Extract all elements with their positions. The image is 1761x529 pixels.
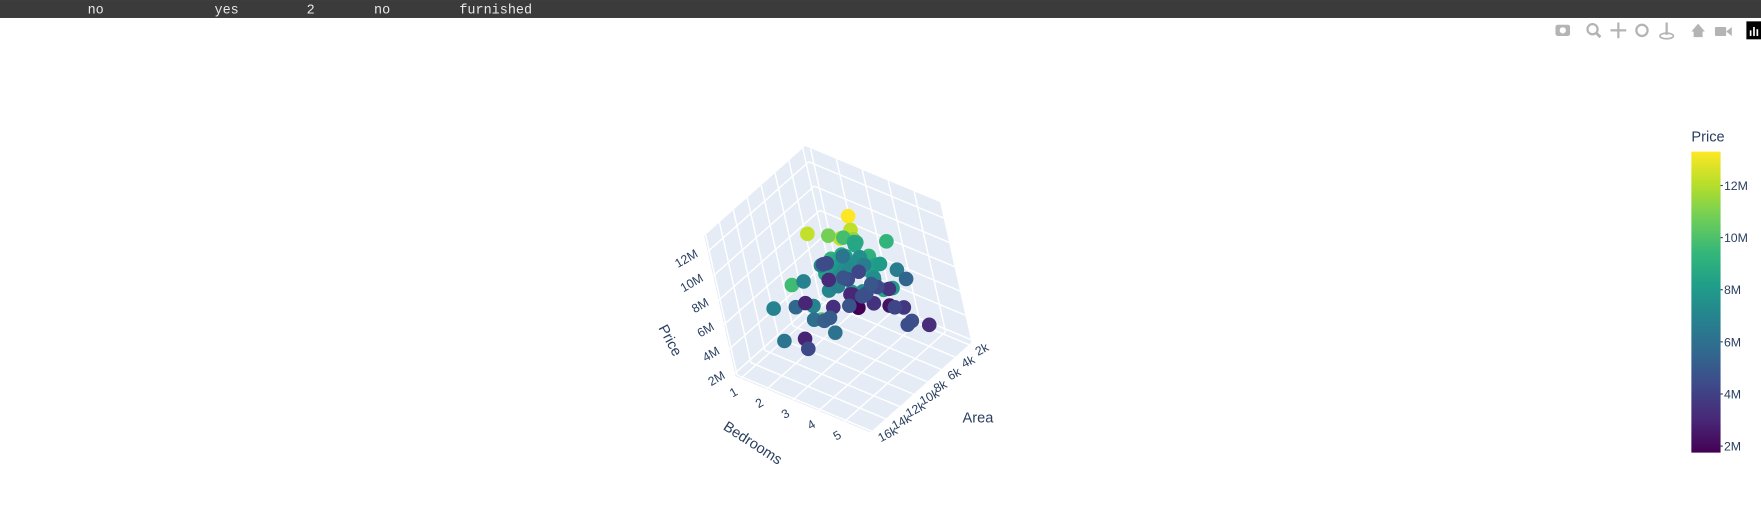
grid-line — [792, 309, 895, 401]
grid-line — [729, 258, 832, 350]
colorbar-tick-label: 8M — [1724, 283, 1741, 297]
data-point — [879, 234, 894, 249]
data-point — [835, 249, 851, 264]
y-tick-label: 4 — [805, 417, 818, 433]
grid-line — [766, 298, 869, 390]
data-point — [777, 333, 792, 349]
data-point — [766, 301, 781, 316]
grid-line — [736, 374, 873, 432]
data-point — [863, 276, 879, 292]
grid-line — [704, 234, 738, 376]
grid-line — [820, 300, 956, 358]
data-point — [898, 271, 914, 287]
data-point — [881, 281, 897, 297]
grid-line — [843, 331, 947, 423]
data-point — [836, 270, 851, 286]
y-tick-label: 3 — [779, 406, 792, 422]
data-point — [819, 255, 835, 271]
grid-line — [774, 172, 808, 314]
cell: no — [374, 3, 390, 18]
x-tick-label: 2k — [973, 340, 992, 359]
colorbar-tick-label: 12M — [1724, 179, 1748, 193]
grid-line — [718, 222, 752, 363]
left-wall — [704, 146, 837, 377]
grid-line — [887, 180, 921, 322]
data-point — [921, 317, 937, 333]
colorbar-title: Price — [1691, 130, 1724, 146]
grid-line — [712, 185, 815, 277]
data-point — [822, 310, 838, 326]
data-point — [796, 274, 811, 289]
data-point — [801, 341, 816, 357]
data-point — [842, 298, 857, 314]
cell: no — [88, 3, 104, 18]
data-point — [851, 264, 866, 280]
data-point — [784, 277, 800, 293]
data-point — [889, 262, 905, 278]
z-tick-label: 6M — [695, 320, 717, 341]
grid-line — [913, 191, 947, 332]
output-bar — [0, 0, 1761, 18]
y-axis-title: Bedrooms — [720, 419, 784, 469]
grid-line — [732, 209, 766, 351]
z-tick-label: 10M — [678, 271, 706, 295]
x-axis-title: Area — [962, 410, 994, 426]
cell: furnished — [459, 3, 532, 18]
x-tick-label: 4k — [959, 352, 978, 371]
colorbar-tick-label: 10M — [1724, 231, 1748, 245]
grid-line — [792, 324, 928, 383]
data-point — [887, 299, 903, 315]
zoom-button[interactable] — [1586, 23, 1602, 39]
grid-line — [760, 185, 794, 326]
grid-line — [813, 185, 950, 243]
grid-line — [764, 349, 900, 408]
y-tick-label: 1 — [727, 385, 740, 401]
grid-line — [707, 161, 810, 253]
y-tick-label: 2 — [753, 395, 766, 411]
data-point — [900, 317, 916, 332]
data-point — [821, 272, 836, 288]
grid-line — [808, 161, 944, 219]
data-point — [800, 226, 815, 242]
data-point — [840, 208, 856, 224]
grid-line — [723, 234, 826, 326]
z-tick-label: 8M — [689, 295, 711, 316]
data-point — [854, 289, 870, 304]
x-tick-label: 6k — [945, 364, 964, 383]
z-tick-label: 4M — [700, 344, 722, 365]
data-point — [798, 295, 813, 311]
pan-button[interactable] — [1610, 22, 1627, 39]
cell: 2 — [307, 3, 315, 18]
grid-line — [818, 320, 921, 412]
cell: yes — [215, 3, 239, 18]
z-axis-title: Price — [655, 322, 685, 359]
camera-button[interactable] — [1555, 24, 1571, 36]
data-point — [847, 237, 863, 253]
data-point — [821, 228, 836, 243]
plotly-logo[interactable] — [1746, 21, 1761, 40]
colorbar: Price 2M 4M 6M 8M 10M 12M — [1691, 130, 1748, 454]
orbit-button[interactable] — [1635, 23, 1649, 38]
modebar — [1555, 21, 1761, 40]
colorbar-tick-label: 6M — [1724, 335, 1741, 349]
grid-line — [778, 337, 914, 395]
reset-camera-button[interactable] — [1691, 23, 1705, 38]
grid-line — [740, 288, 843, 379]
colorbar-gradient — [1691, 151, 1721, 453]
colorbar-tick-label: 2M — [1724, 440, 1741, 454]
last-view-button[interactable] — [1714, 26, 1732, 36]
data-point — [827, 325, 843, 340]
turntable-button[interactable] — [1659, 22, 1675, 40]
z-tick-label: 2M — [706, 368, 728, 389]
grid-line — [734, 282, 837, 374]
grid-line — [718, 209, 821, 301]
colorbar-tick-label: 4M — [1724, 387, 1741, 401]
z-tick-label: 12M — [672, 247, 700, 271]
y-tick-label: 5 — [831, 428, 844, 444]
data-point — [872, 256, 888, 272]
grid-line — [750, 361, 886, 420]
